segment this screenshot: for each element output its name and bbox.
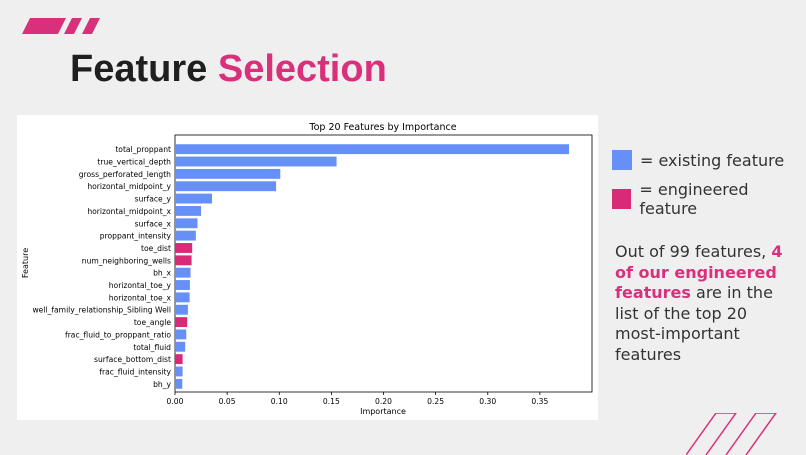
chart-title: Top 20 Features by Importance <box>308 122 456 133</box>
existing-swatch <box>612 150 632 170</box>
summary-note: Out of 99 features, 4 of our engineered … <box>615 242 795 365</box>
x-tick-label: 0.15 <box>323 397 340 406</box>
x-axis-label: Importance <box>360 407 406 416</box>
y-tick-label: horizontal_toe_y <box>109 281 172 290</box>
x-tick-label: 0.25 <box>427 397 444 406</box>
legend-engineered: = engineered feature <box>612 180 806 218</box>
y-tick-label: bh_y <box>153 380 171 389</box>
bar-bh_x <box>175 267 191 278</box>
bar-horizontal_midpoint_x <box>175 205 202 216</box>
engineered-swatch <box>612 189 632 209</box>
y-tick-label: true_vertical_depth <box>97 158 171 167</box>
bar-true_vertical_depth <box>175 156 337 167</box>
bar-total_proppant <box>175 144 570 155</box>
bar-bh_y <box>175 378 183 389</box>
legend-existing-label: = existing feature <box>640 150 785 170</box>
bar-horizontal_toe_x <box>175 292 190 303</box>
y-tick-label: surface_x <box>135 219 172 228</box>
y-tick-label: surface_y <box>135 195 172 204</box>
decorative-stripes-bottom <box>686 413 777 455</box>
y-tick-label: total_fluid <box>133 343 171 352</box>
note-after: are in the list of the top 20 most-impor… <box>615 283 773 364</box>
x-tick-label: 0.35 <box>531 397 548 406</box>
x-tick-label: 0.20 <box>375 397 392 406</box>
y-tick-label: gross_perforated_length <box>79 170 171 179</box>
x-tick-label: 0.10 <box>271 397 288 406</box>
note-before: Out of 99 features, <box>615 242 767 261</box>
bar-total_fluid <box>175 341 186 352</box>
y-tick-label: well_family_relationship_Sibling Well <box>32 306 171 315</box>
y-tick-label: proppant_intensity <box>100 232 172 241</box>
legend-engineered-label: = engineered feature <box>639 180 749 218</box>
y-tick-label: horizontal_midpoint_x <box>87 207 171 216</box>
bar-horizontal_midpoint_y <box>175 181 277 192</box>
bar-chart: Top 20 Features by Importance Importance… <box>21 122 593 416</box>
bar-proppant_intensity <box>175 230 196 241</box>
y-tick-label: horizontal_toe_x <box>109 293 172 302</box>
bar-surface_bottom_dist <box>175 354 183 365</box>
bar-surface_y <box>175 193 213 204</box>
y-tick-label: toe_dist <box>141 244 171 253</box>
y-tick-label: frac_fluid_intensity <box>99 367 171 376</box>
legend-existing: = existing feature <box>612 150 806 170</box>
bar-frac_fluid_to_proppant_ratio <box>175 329 187 340</box>
y-tick-label: bh_x <box>153 269 171 278</box>
page-title: Feature Selection <box>70 48 387 90</box>
y-tick-label: total_proppant <box>115 145 171 154</box>
y-tick-label: num_neighboring_wells <box>82 256 171 265</box>
bar-toe_dist <box>175 243 193 253</box>
chart: Top 20 Features by Importance Importance… <box>17 115 598 420</box>
y-axis-label: Feature <box>21 248 30 278</box>
y-tick-label: horizontal_midpoint_y <box>87 182 171 191</box>
bar-toe_angle <box>175 317 188 328</box>
bar-num_neighboring_wells <box>175 255 192 266</box>
bar-horizontal_toe_y <box>175 280 190 290</box>
bar-surface_x <box>175 218 198 229</box>
bar-frac_fluid_intensity <box>175 366 183 377</box>
x-tick-label: 0.30 <box>479 397 496 406</box>
decorative-stripes <box>22 18 100 34</box>
bar-gross_perforated_length <box>175 168 281 179</box>
x-tick-label: 0.00 <box>167 397 184 406</box>
y-tick-label: toe_angle <box>134 318 171 327</box>
x-tick-label: 0.05 <box>219 397 236 406</box>
bar-well_family_relationship_Sibling Well <box>175 304 188 315</box>
y-tick-label: frac_fluid_to_proppant_ratio <box>65 330 171 339</box>
legend: = existing feature = engineered feature <box>612 150 806 228</box>
note-highlight: 4 of our engineered features <box>615 242 783 302</box>
y-tick-label: surface_bottom_dist <box>94 355 171 364</box>
